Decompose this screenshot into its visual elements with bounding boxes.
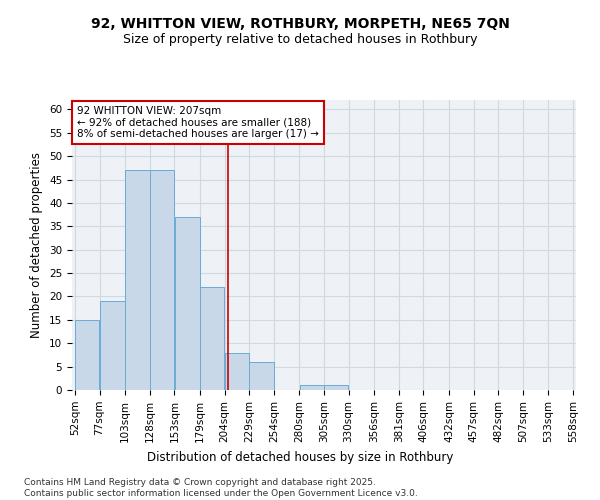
Text: Distribution of detached houses by size in Rothbury: Distribution of detached houses by size … bbox=[147, 451, 453, 464]
Text: 92 WHITTON VIEW: 207sqm
← 92% of detached houses are smaller (188)
8% of semi-de: 92 WHITTON VIEW: 207sqm ← 92% of detache… bbox=[77, 106, 319, 139]
Text: Contains HM Land Registry data © Crown copyright and database right 2025.
Contai: Contains HM Land Registry data © Crown c… bbox=[24, 478, 418, 498]
Bar bbox=[100, 301, 125, 390]
Bar bbox=[200, 287, 224, 390]
Bar bbox=[75, 320, 100, 390]
Text: 92, WHITTON VIEW, ROTHBURY, MORPETH, NE65 7QN: 92, WHITTON VIEW, ROTHBURY, MORPETH, NE6… bbox=[91, 18, 509, 32]
Text: Size of property relative to detached houses in Rothbury: Size of property relative to detached ho… bbox=[123, 32, 477, 46]
Bar bbox=[250, 362, 274, 390]
Y-axis label: Number of detached properties: Number of detached properties bbox=[31, 152, 43, 338]
Bar bbox=[324, 386, 349, 390]
Bar bbox=[150, 170, 174, 390]
Bar bbox=[175, 217, 200, 390]
Bar bbox=[225, 352, 249, 390]
Bar bbox=[125, 170, 149, 390]
Bar bbox=[299, 386, 324, 390]
